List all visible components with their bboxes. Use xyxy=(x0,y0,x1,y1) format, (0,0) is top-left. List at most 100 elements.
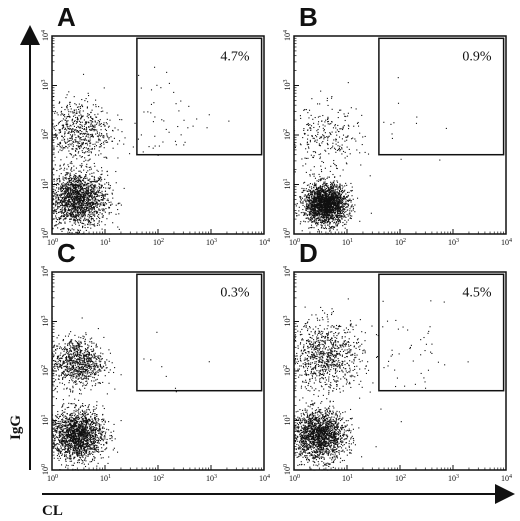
event-dot xyxy=(310,196,312,198)
event-dot xyxy=(58,132,60,134)
event-dot xyxy=(99,132,101,134)
event-dot xyxy=(337,200,339,202)
event-dot xyxy=(51,221,53,223)
event-dot xyxy=(69,218,71,220)
event-dot xyxy=(317,203,319,205)
event-dot xyxy=(94,187,96,189)
event-dot xyxy=(107,193,109,195)
event-dot xyxy=(93,219,95,222)
event-dot xyxy=(57,207,59,209)
event-dot xyxy=(98,134,100,136)
event-dot xyxy=(326,217,328,219)
event-dot xyxy=(68,201,70,203)
event-dot xyxy=(54,224,57,226)
event-dot xyxy=(299,143,302,145)
event-dot xyxy=(333,182,335,184)
event-dot xyxy=(339,149,341,151)
event-dot xyxy=(343,205,345,207)
event-dot xyxy=(331,199,333,201)
event-dot xyxy=(319,195,321,197)
event-dot xyxy=(339,194,341,196)
event-dot xyxy=(307,221,309,223)
event-dot xyxy=(326,218,328,220)
event-dot xyxy=(63,139,65,141)
event-dot xyxy=(59,194,61,196)
event-dot xyxy=(76,181,78,183)
event-dot xyxy=(364,135,366,138)
event-dot xyxy=(74,216,76,218)
event-dot xyxy=(315,205,317,207)
event-dot xyxy=(347,124,349,126)
event-dot xyxy=(328,191,330,194)
event-dot xyxy=(82,144,84,146)
event-dot xyxy=(82,193,84,195)
event-dot xyxy=(319,203,321,205)
event-dot xyxy=(347,204,349,207)
event-dot xyxy=(102,198,104,200)
event-dot xyxy=(76,126,78,129)
event-dot xyxy=(82,184,84,186)
event-dot xyxy=(51,171,53,173)
event-dot xyxy=(334,189,336,191)
event-dot xyxy=(69,196,71,198)
event-dot xyxy=(335,204,337,206)
event-dot xyxy=(72,204,74,206)
event-dot xyxy=(322,191,324,193)
event-dot xyxy=(313,220,315,222)
event-dot xyxy=(313,212,315,214)
event-dot xyxy=(315,191,317,194)
event-dot xyxy=(339,184,341,186)
event-dot xyxy=(319,180,321,182)
event-dot xyxy=(73,196,76,198)
event-dot xyxy=(330,210,332,212)
event-dot xyxy=(90,122,92,124)
event-dot xyxy=(304,108,306,111)
event-dot xyxy=(342,198,344,200)
event-dot xyxy=(329,221,331,223)
event-dot xyxy=(93,193,95,195)
event-dot xyxy=(314,177,316,179)
event-dot xyxy=(69,195,71,197)
event-dot xyxy=(313,209,315,211)
event-dot xyxy=(87,170,89,172)
event-dot xyxy=(342,212,344,214)
event-dot xyxy=(326,202,328,204)
event-dot xyxy=(321,208,323,210)
event-dot xyxy=(83,190,85,192)
event-dot xyxy=(308,143,310,145)
event-dot xyxy=(315,213,317,215)
event-dot xyxy=(58,223,60,225)
event-dot xyxy=(76,214,78,216)
event-dot xyxy=(53,207,55,209)
event-dot xyxy=(97,211,99,213)
event-dot xyxy=(78,148,81,150)
event-dot xyxy=(67,182,69,184)
event-dot xyxy=(323,202,325,204)
event-dot xyxy=(184,141,186,143)
event-dot xyxy=(323,177,325,179)
event-dot xyxy=(83,204,85,206)
event-dot xyxy=(344,119,346,122)
event-dot xyxy=(86,128,88,130)
event-dot xyxy=(102,199,104,201)
event-dot xyxy=(56,212,58,215)
event-dot xyxy=(60,111,62,113)
event-dot xyxy=(84,196,86,198)
event-dot xyxy=(321,197,324,199)
event-dot xyxy=(62,205,65,207)
event-dot xyxy=(326,206,328,209)
event-dot xyxy=(343,209,345,211)
event-dot xyxy=(65,191,67,193)
event-dot xyxy=(323,210,325,212)
event-dot xyxy=(315,183,317,185)
event-dot xyxy=(324,222,326,224)
event-dot xyxy=(82,151,84,153)
event-dot xyxy=(95,154,97,156)
event-dot xyxy=(56,195,58,197)
event-dot xyxy=(77,184,79,186)
event-dot xyxy=(91,135,94,137)
event-dot xyxy=(86,205,88,207)
event-dot xyxy=(82,214,84,216)
event-dot xyxy=(329,226,331,228)
event-dot xyxy=(66,94,68,96)
